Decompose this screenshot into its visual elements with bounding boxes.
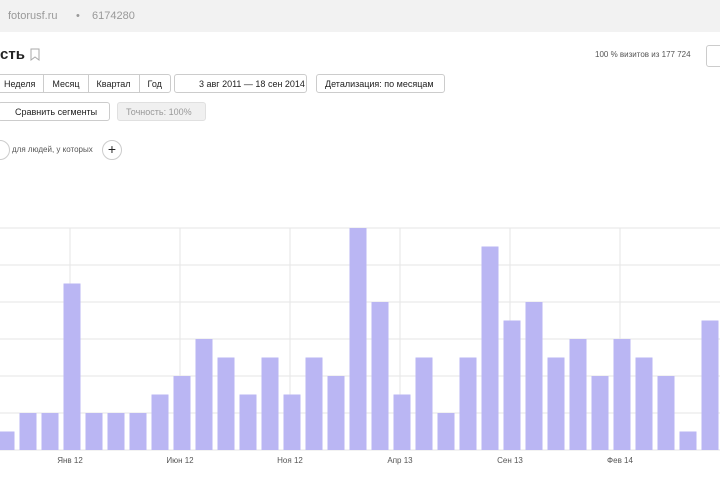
bar [371,302,389,450]
bar [657,376,675,450]
bar [613,339,631,450]
bar [195,339,213,450]
x-tick-label: Июн 12 [166,456,194,465]
period-button[interactable]: Неделя [0,75,45,92]
segment-circle[interactable] [0,140,10,160]
bar [283,394,301,450]
bar [129,413,147,450]
bar [525,302,543,450]
bar [151,394,169,450]
detail-button[interactable]: Детализация: по месяцам [316,74,445,93]
x-tick-label: Янв 12 [57,456,83,465]
bar [261,357,279,450]
top-bar: fotorusf.ru • 6174280 [0,0,720,32]
bar [569,339,587,450]
x-tick-label: Сен 13 [497,456,523,465]
bar [173,376,191,450]
chart: Янв 12 Июн 12 Ноя 12 Апр 13 Сен 13 Фев 14 [0,227,720,465]
bar [415,357,433,450]
separator: • [76,10,80,22]
bar [85,413,103,450]
bar [305,357,323,450]
bar [63,283,81,450]
bar [19,413,37,450]
bar [393,394,411,450]
report-title: сть [0,46,25,63]
bar [591,376,609,450]
bar [0,431,15,450]
bar [481,246,499,450]
visits-sample: 100 % визитов из 177 724 [595,50,691,59]
period-button[interactable]: Год [147,79,162,89]
bar [701,320,719,450]
x-tick-label: Апр 13 [387,456,413,465]
x-tick-label: Фев 14 [607,456,633,465]
bar [327,376,345,450]
bar [459,357,477,450]
accuracy-button: Точность: 100% [117,102,206,121]
period-button[interactable]: Квартал [89,75,140,92]
bar [635,357,653,450]
counter-id: 6174280 [92,10,135,22]
bar [547,357,565,450]
bar [41,413,59,450]
bar [349,228,367,450]
bar [239,394,257,450]
bar [679,431,697,450]
site-name: fotorusf.ru [8,10,58,22]
bookmark-icon[interactable] [30,48,40,61]
segment-label: для людей, у которых [12,145,93,154]
bar [503,320,521,450]
bar [217,357,235,450]
date-range-button[interactable]: 3 авг 2011 — 18 сен 2014 [174,74,307,93]
bar [437,413,455,450]
period-button[interactable]: Месяц [44,75,89,92]
bar [107,413,125,450]
export-button[interactable] [706,45,720,67]
compare-button[interactable]: Сравнить сегменты [0,102,110,121]
period-group: Неделя Месяц Квартал Год [0,74,171,93]
x-tick-label: Ноя 12 [277,456,303,465]
add-segment-button[interactable]: + [102,140,122,160]
